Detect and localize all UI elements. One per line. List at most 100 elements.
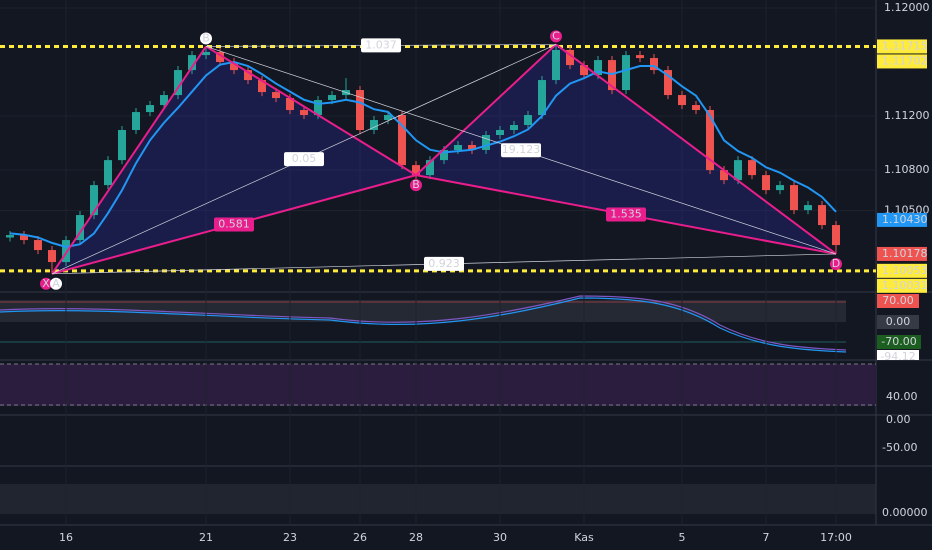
osc-line	[0, 295, 847, 351]
price-badge-label: 1.10430	[882, 213, 928, 226]
candle-body	[762, 175, 770, 191]
pane-label: 0.00	[886, 315, 911, 328]
x-tick-label: 5	[679, 531, 686, 544]
candle-body	[160, 95, 168, 106]
candle-body	[300, 110, 308, 116]
candle-body	[202, 51, 210, 56]
candle-body	[678, 95, 686, 106]
point-marker	[550, 30, 562, 43]
candle-body	[552, 49, 560, 81]
y-tick-label: 1.10800	[884, 163, 930, 176]
point-label: B	[412, 178, 420, 191]
candle-body	[328, 95, 336, 101]
candle-body	[34, 240, 42, 251]
price-badge	[877, 246, 927, 261]
y-tick-label: 1.11200	[884, 109, 930, 122]
price-badge-label: 1.11715	[882, 39, 928, 52]
x-tick-label: 26	[353, 531, 367, 544]
pattern-fill	[416, 44, 836, 254]
x-tick-label: Kas	[574, 531, 594, 544]
badge	[877, 315, 919, 329]
candle-body	[706, 110, 714, 171]
candle-body	[594, 60, 602, 76]
candle-body	[650, 58, 658, 71]
candle-body	[622, 55, 630, 91]
ratio-box	[501, 143, 541, 158]
candle-body	[468, 145, 476, 150]
pane-label: 70.00	[882, 294, 914, 307]
point-label: D	[832, 257, 840, 270]
pane-label: -50.00	[882, 441, 917, 454]
candle-body	[734, 160, 742, 181]
candle-body	[356, 90, 364, 131]
badge	[877, 335, 921, 349]
candle-body	[286, 98, 294, 111]
point-label: B	[202, 31, 210, 44]
candle-body	[482, 135, 490, 150]
candle-body	[188, 55, 196, 71]
candle-body	[832, 225, 840, 246]
pane-label: -94.12	[880, 350, 915, 363]
ratio-label: 1.535	[610, 208, 642, 221]
price-badge	[877, 54, 927, 69]
candle-body	[398, 115, 406, 166]
price-badge-label: 1.11702	[882, 54, 928, 67]
candle-body	[104, 160, 112, 186]
candle-body	[412, 165, 420, 176]
point-label: C	[552, 29, 560, 42]
candle-body	[118, 130, 126, 161]
candle-body	[370, 120, 378, 131]
pattern-leg	[51, 45, 207, 275]
ratio-label: 0.923	[428, 257, 460, 270]
price-badge	[877, 212, 927, 227]
candle-body	[524, 115, 532, 126]
candle-body	[244, 70, 252, 81]
candle-body	[720, 170, 728, 181]
pane-label: 40.00	[886, 390, 918, 403]
x-tick-label: 28	[409, 531, 423, 544]
candle-body	[664, 70, 672, 96]
point-label: X	[42, 277, 50, 290]
pane-label: -70.00	[881, 335, 916, 348]
x-tick-label: 16	[59, 531, 73, 544]
candle-body	[454, 145, 462, 150]
osc-band	[0, 300, 846, 322]
candle-body	[566, 49, 574, 66]
ratio-label: 0.05	[292, 152, 317, 165]
ratio-box	[284, 152, 324, 167]
x-tick-label: 21	[199, 531, 213, 544]
price-badge	[877, 278, 927, 293]
price-badge	[877, 263, 927, 278]
ratio-box	[424, 256, 464, 271]
point-marker	[50, 277, 62, 290]
candle-body	[230, 61, 238, 71]
point-marker	[830, 257, 842, 270]
candle-body	[748, 160, 756, 176]
pane-label: 0.00000	[882, 506, 928, 519]
candle-body	[692, 105, 700, 111]
badge	[877, 350, 919, 360]
point-marker	[40, 277, 52, 290]
candle-body	[76, 215, 84, 241]
pattern-leg	[415, 43, 557, 176]
candle-body	[496, 130, 504, 136]
pane-label: 0.00	[886, 413, 911, 426]
candle-body	[6, 235, 14, 238]
candle-body	[314, 100, 322, 116]
fourth-band	[0, 484, 876, 514]
price-badge-label: 1.10178	[882, 247, 928, 260]
candle-body	[48, 250, 56, 263]
pattern-leg	[205, 45, 417, 176]
osc-line	[0, 297, 847, 353]
point-marker	[200, 32, 212, 45]
candle-body	[790, 185, 798, 211]
x-tick-label: 17:00	[820, 531, 852, 544]
price-badge-label: 1.10031	[882, 279, 928, 292]
candle-body	[62, 240, 70, 263]
ratio-label: 19.123	[502, 143, 541, 156]
ratio-box	[214, 217, 254, 232]
badge	[877, 294, 919, 308]
candle-body	[804, 205, 812, 211]
